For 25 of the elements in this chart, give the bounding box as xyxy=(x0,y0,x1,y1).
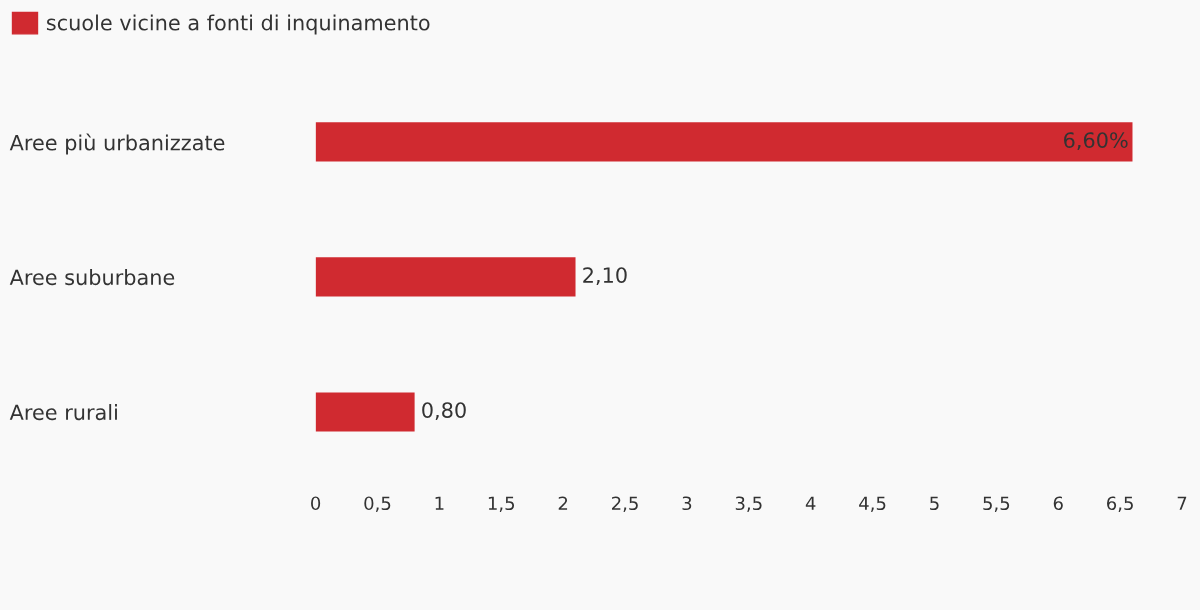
x-tick-label: 1,5 xyxy=(488,496,515,512)
legend-label: scuole vicine a fonti di inquinamento xyxy=(46,14,430,35)
x-tick-label: 3 xyxy=(682,496,692,511)
y-tick-label: Aree suburbane xyxy=(9,269,175,286)
x-tick-label: 6,5 xyxy=(1107,496,1133,512)
x-tick-label: 2 xyxy=(558,496,568,510)
x-tick-label: 0,5 xyxy=(364,496,391,512)
x-tick-label: 3,5 xyxy=(735,496,762,512)
data-label: 6,60% xyxy=(1064,132,1128,151)
data-label: 2,10 xyxy=(583,267,627,286)
x-tick-label: 5 xyxy=(930,496,939,511)
x-tick-label: 4 xyxy=(805,496,816,510)
x-tick-label: 0 xyxy=(311,496,321,511)
data-label: 0,80 xyxy=(422,402,466,421)
y-tick-label: Aree più urbanizzate xyxy=(9,133,225,155)
bar xyxy=(315,392,415,432)
x-tick-label: 7 xyxy=(1177,496,1187,510)
bar xyxy=(315,122,1133,162)
x-tick-label: 6 xyxy=(1053,496,1063,511)
x-tick-label: 5,5 xyxy=(983,496,1010,512)
y-tick-label: Aree rurali xyxy=(9,404,117,421)
bar xyxy=(315,257,576,297)
x-tick-label: 4,5 xyxy=(859,496,886,512)
x-tick-label: 1 xyxy=(435,496,444,510)
x-tick-label: 2,5 xyxy=(611,496,638,512)
